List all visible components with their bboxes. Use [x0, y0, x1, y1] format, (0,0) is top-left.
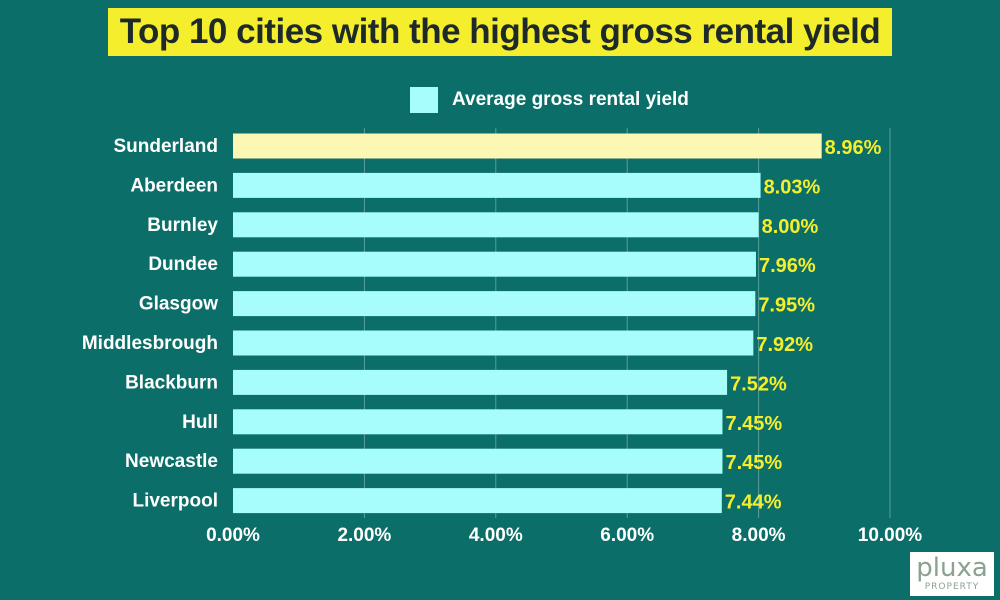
legend-label: Average gross rental yield: [452, 89, 689, 110]
logo-subtitle: PROPERTY: [924, 582, 980, 592]
data-label: 8.00%: [762, 216, 819, 238]
bar: [233, 409, 723, 435]
chart-title: Top 10 cities with the highest gross ren…: [119, 12, 881, 51]
bar: [233, 251, 756, 277]
category-label: Middlesbrough: [82, 333, 218, 354]
data-label: 7.45%: [725, 413, 782, 435]
x-tick-label: 10.00%: [858, 525, 923, 546]
category-label: Sunderland: [113, 136, 218, 157]
logo-wordmark: pluxa: [916, 553, 988, 583]
bar: [233, 330, 754, 356]
data-label: 7.95%: [758, 295, 815, 317]
bar: [233, 369, 728, 395]
category-label: Burnley: [147, 215, 218, 236]
x-tick-label: 8.00%: [732, 525, 786, 546]
bar: [233, 291, 756, 317]
legend-swatch: [410, 87, 438, 113]
data-label: 8.96%: [825, 137, 882, 159]
bar: [233, 133, 822, 159]
x-tick-label: 4.00%: [469, 525, 523, 546]
legend: Average gross rental yield: [410, 86, 689, 114]
data-label: 7.92%: [756, 334, 813, 356]
bar: [233, 488, 722, 514]
data-label: 7.44%: [725, 492, 782, 514]
data-label: 7.96%: [759, 255, 816, 277]
category-label: Glasgow: [139, 294, 218, 315]
data-label: 7.45%: [725, 452, 782, 474]
x-tick-label: 6.00%: [600, 525, 654, 546]
category-label: Dundee: [148, 254, 218, 275]
data-label: 7.52%: [730, 373, 787, 395]
x-tick-label: 2.00%: [337, 525, 391, 546]
pluxa-logo: pluxa PROPERTY: [910, 552, 994, 596]
bar: [233, 448, 723, 474]
bar: [233, 212, 759, 238]
category-label: Blackburn: [125, 372, 218, 393]
category-label: Liverpool: [132, 491, 218, 512]
x-tick-label: 0.00%: [206, 525, 260, 546]
data-label: 8.03%: [764, 176, 821, 198]
bar: [233, 172, 761, 198]
category-label: Newcastle: [125, 451, 218, 472]
title-banner: Top 10 cities with the highest gross ren…: [108, 8, 892, 56]
category-label: Hull: [182, 412, 218, 433]
category-label: Aberdeen: [130, 175, 218, 196]
